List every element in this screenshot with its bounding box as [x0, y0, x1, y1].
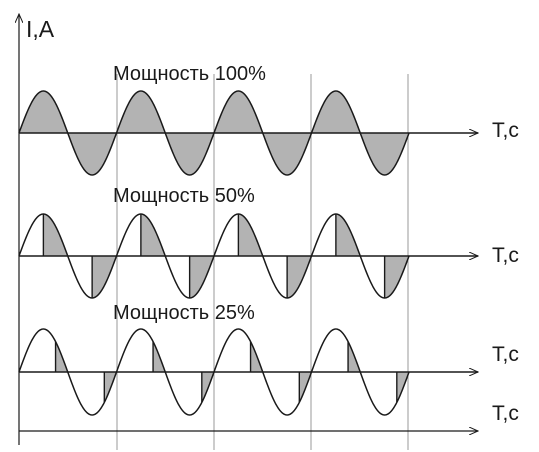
panel-title-100: Мощность 100%	[113, 63, 266, 85]
x-axis-label-bottom: T,c	[492, 402, 519, 425]
conduction-area-1-7	[311, 91, 361, 133]
conduction-area-1-8	[360, 133, 409, 175]
conduction-area-2-5	[238, 214, 263, 256]
conduction-area-1-1	[19, 91, 68, 133]
conduction-area-1-5	[214, 91, 263, 133]
x-axis-label-25: T,c	[492, 343, 519, 366]
conduction-area-2-7	[335, 214, 361, 256]
x-axis-label-100: T,c	[492, 119, 519, 142]
panel-title-25: Мощность 25%	[113, 302, 255, 324]
conduction-area-2-3	[140, 214, 166, 256]
conduction-area-2-6	[287, 256, 312, 298]
conduction-area-1-3	[116, 91, 166, 133]
conduction-area-2-4	[189, 256, 214, 298]
conduction-area-2-8	[384, 256, 409, 298]
conduction-area-1-2	[67, 133, 117, 175]
conduction-area-2-2	[92, 256, 117, 298]
x-axis-label-50: T,c	[492, 244, 519, 267]
y-axis-label: I,A	[26, 16, 55, 42]
conduction-area-1-4	[165, 133, 214, 175]
conduction-area-2-1	[43, 214, 68, 256]
panel-title-50: Мощность 50%	[113, 185, 255, 207]
conduction-area-1-6	[262, 133, 312, 175]
